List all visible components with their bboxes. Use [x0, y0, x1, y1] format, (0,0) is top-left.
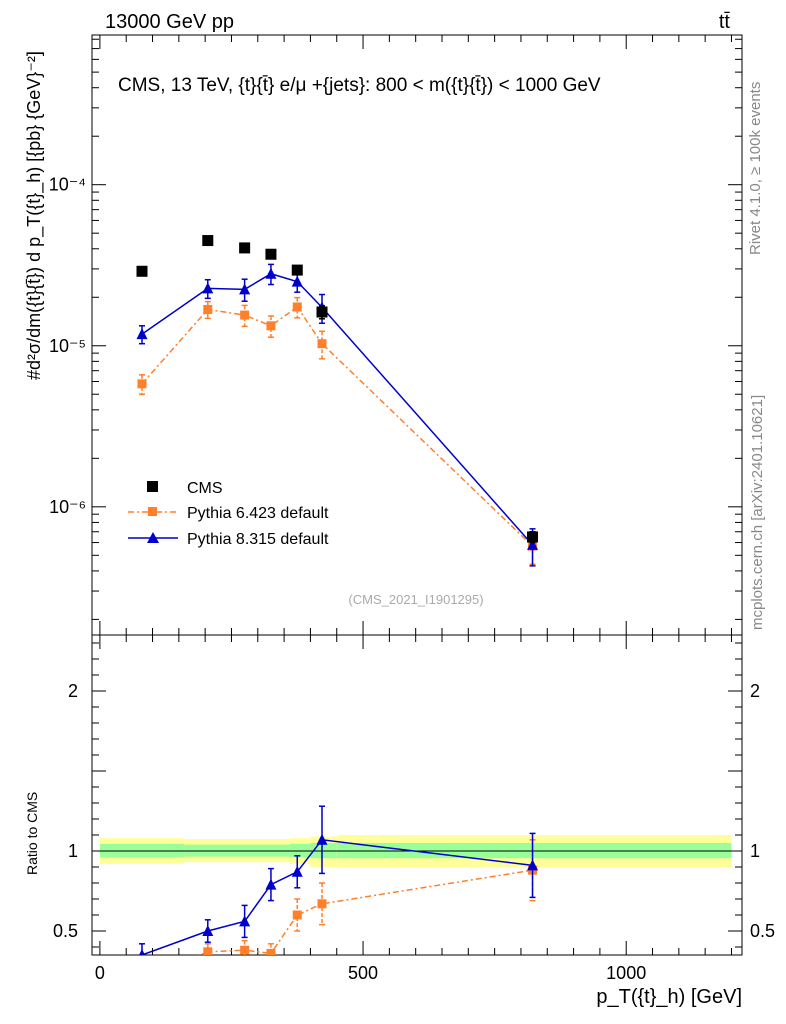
main-point-cms: [239, 242, 251, 254]
main-point-pythia-6-423-default: [240, 310, 250, 320]
main-point-cms: [136, 265, 148, 277]
main-point-pythia-8-315-default: [527, 538, 539, 550]
main-point-cms: [527, 531, 539, 543]
legend-label-pythia8: Pythia 8.315 default: [187, 531, 329, 548]
ratio-point-pythia-6-423-default: [266, 948, 276, 955]
legend: CMS Pythia 6.423 default Pythia 8.315 de…: [128, 480, 329, 548]
ratio-line-pythia-6-423-default: [198, 869, 533, 955]
main-point-pythia-6-423-default: [266, 321, 276, 331]
mcplots-label: mcplots.cern.ch [arXiv:2401.10621]: [749, 395, 766, 630]
main-point-cms: [202, 235, 214, 247]
legend-label-cms: CMS: [187, 480, 223, 497]
ratio-point-pythia-8-315-default: [139, 949, 145, 955]
ratio-y-tick-label-left: 1: [68, 841, 78, 861]
ratio-panel: 0 500 1000 0.5 0.5 1 1 2 2: [53, 634, 775, 984]
ratio-point-pythia-6-423-default: [240, 945, 250, 955]
main-point-pythia-6-423-default: [203, 304, 213, 314]
legend-entry-cms: CMS: [147, 480, 223, 497]
rivet-version-label: Rivet 4.1.0, ≥ 100k events: [747, 82, 764, 255]
ratio-point-pythia-8-315-default: [291, 865, 303, 877]
main-y-tick-label: 10⁻⁴: [49, 175, 86, 195]
ratio-point-pythia-6-423-default: [317, 899, 327, 909]
ratio-point-pythia-6-423-default: [138, 975, 147, 984]
ratio-y-tick-label-left: 0.5: [53, 921, 78, 941]
legend-marker-cms: [147, 481, 158, 492]
ratio-y-tick-label-left: 2: [68, 681, 78, 701]
legend-entry-pythia8: Pythia 8.315 default: [128, 531, 329, 548]
ratio-y-tick-label-right: 2: [750, 681, 760, 701]
ratio-data-group: [138, 805, 539, 984]
x-tick-label: 500: [348, 963, 378, 983]
main-point-pythia-6-423-default: [317, 339, 327, 349]
ratio-point-pythia-6-423-default: [292, 910, 302, 920]
legend-entry-pythia6: Pythia 6.423 default: [128, 505, 329, 522]
main-y-axis-label: #d²σ/dm({t}{t̄}) d p_T({t}_h) [{pb} {GeV…: [24, 51, 45, 380]
x-axis-label: p_T({t}_h) [GeV]: [596, 986, 742, 1008]
ratio-plot-frame: [91, 634, 743, 956]
ratio-y-axis-label: Ratio to CMS: [24, 792, 40, 875]
header-energy-label: 13000 GeV pp: [105, 11, 234, 33]
ratio-point-pythia-8-315-default: [527, 859, 539, 871]
main-point-pythia-8-315-default: [265, 267, 277, 279]
x-tick-label: 1000: [606, 963, 646, 983]
main-point-pythia-8-315-default: [202, 282, 214, 294]
main-point-pythia-8-315-default: [239, 283, 251, 295]
ratio-y-tick-label-right: 0.5: [750, 921, 775, 941]
main-point-pythia-8-315-default: [291, 275, 303, 287]
legend-marker-pythia8: [147, 532, 159, 543]
ratio-point-pythia-8-315-default: [202, 925, 214, 936]
ratio-point-pythia-8-315-default: [316, 833, 328, 845]
ratio-y-tick-label-right: 1: [750, 841, 760, 861]
main-point-cms: [265, 248, 277, 260]
main-point-pythia-6-423-default: [137, 379, 147, 389]
main-point-pythia-8-315-default: [136, 328, 148, 340]
header-process-label: tt̄: [719, 11, 731, 33]
ratio-point-pythia-8-315-default: [239, 915, 251, 927]
main-point-pythia-6-423-default: [292, 302, 302, 312]
main-point-cms: [316, 306, 328, 318]
ratio-point-pythia-6-423-default: [203, 947, 213, 955]
ratio-point-pythia-8-315-default: [265, 878, 277, 890]
main-plot-title: CMS, 13 TeV, {t}{t̄} e/μ +{jets}: 800 < …: [118, 75, 601, 96]
legend-label-pythia6: Pythia 6.423 default: [187, 505, 329, 522]
main-point-cms: [291, 264, 303, 276]
analysis-watermark: (CMS_2021_I1901295): [348, 592, 483, 607]
main-y-tick-label: 10⁻⁵: [49, 336, 86, 356]
legend-marker-pythia6: [148, 507, 157, 516]
main-panel: 10⁻⁶ 10⁻⁵ 10⁻⁴: [49, 34, 743, 636]
main-y-tick-label: 10⁻⁶: [49, 497, 86, 517]
x-tick-label: 0: [95, 963, 105, 983]
